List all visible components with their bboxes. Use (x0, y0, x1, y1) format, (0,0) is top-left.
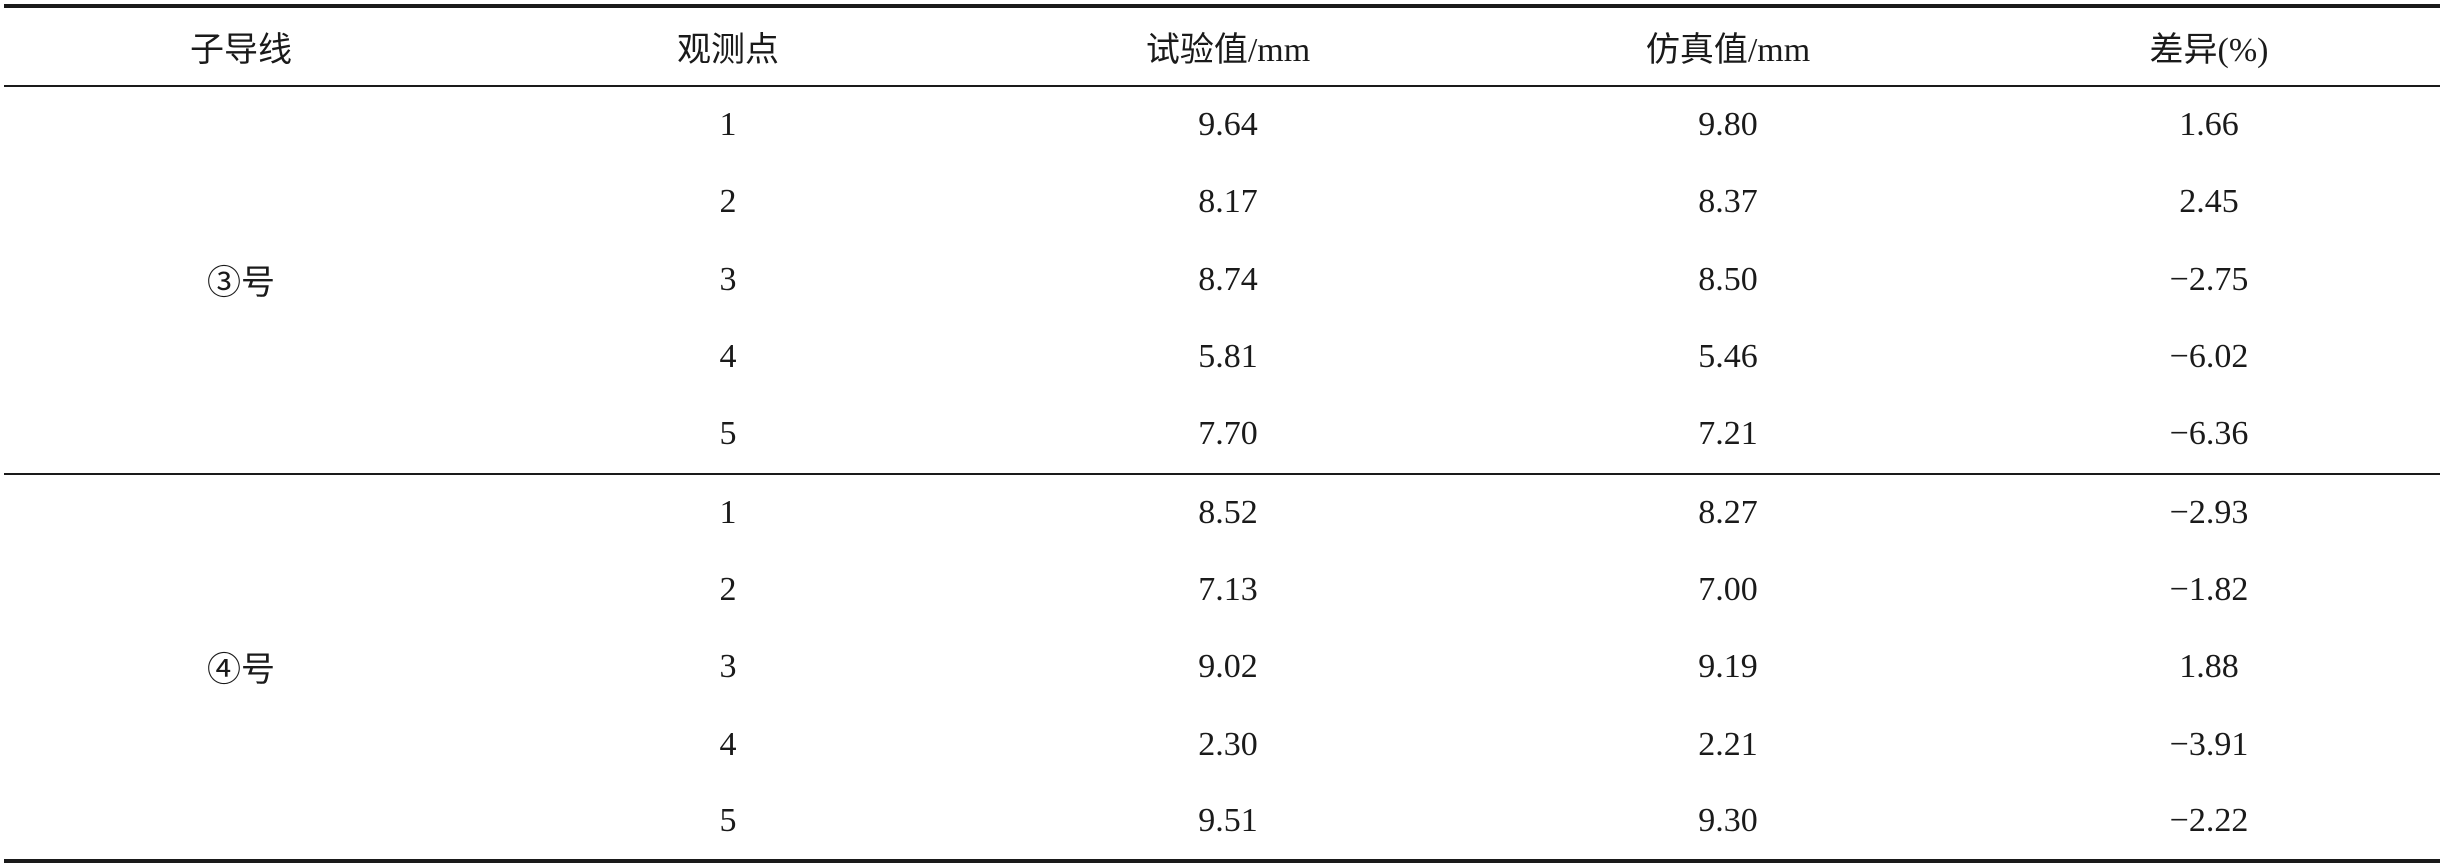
cell-test-value: 7.13 (1198, 570, 1258, 608)
cell-point: 1 (719, 106, 737, 144)
cell-difference: −2.75 (2169, 260, 2249, 298)
cell-test-value: 2.30 (1198, 725, 1258, 763)
cell-sim-value: 5.46 (1698, 338, 1758, 376)
table-row: 4 2.30 2.21 −3.91 (4, 706, 2440, 784)
cell-difference: −2.93 (2169, 493, 2249, 531)
header-test-value: 试验值/mm (978, 4, 1478, 87)
header-row: 子导线 观测点 试验值/mm 仿真值/mm 差异(%) (4, 4, 2440, 87)
cell-point: 4 (719, 338, 737, 376)
cell-sim-value: 8.37 (1698, 183, 1758, 221)
cell-difference: −6.02 (2169, 338, 2249, 376)
cell-point: 5 (478, 396, 978, 475)
cell-sim-value: 9.19 (1698, 648, 1758, 686)
cell-sim-value: 8.50 (1698, 260, 1758, 298)
cell-point: 4 (719, 725, 737, 763)
table-row: 3 9.02 9.19 1.88 (4, 629, 2440, 707)
table-row: 5 9.51 9.30 −2.22 (4, 783, 2440, 863)
cell-difference: −2.22 (1978, 783, 2440, 863)
cell-test-value: 7.70 (978, 396, 1478, 475)
table-row: ④号 1 8.52 8.27 −2.93 (4, 473, 2440, 863)
cell-difference: 2.45 (2179, 183, 2239, 221)
cell-test-value: 8.52 (1198, 493, 1258, 531)
cell-point: 1 (719, 493, 737, 531)
group-label: ④号 (4, 473, 478, 863)
cell-test-value: 8.74 (1198, 260, 1258, 298)
cell-test-value: 9.64 (1198, 106, 1258, 144)
cell-point: 3 (719, 260, 737, 298)
cell-difference: 1.66 (2179, 106, 2239, 144)
header-simulation-value: 仿真值/mm (1478, 4, 1978, 87)
table-row: 4 5.81 5.46 −6.02 (4, 319, 2440, 397)
cell-difference: 1.88 (2179, 648, 2239, 686)
cell-sim-value: 9.30 (1478, 783, 1978, 863)
table-row: 2 8.17 8.37 2.45 (4, 164, 2440, 242)
cell-test-value: 9.02 (1198, 648, 1258, 686)
header-subconductor: 子导线 (4, 4, 478, 87)
cell-point: 5 (478, 783, 978, 863)
cell-sim-value: 9.80 (1698, 106, 1758, 144)
table-header: 子导线 观测点 试验值/mm 仿真值/mm 差异(%) (4, 4, 2440, 87)
cell-test-value: 8.17 (1198, 183, 1258, 221)
cell-point: 2 (719, 570, 737, 608)
cell-difference: −3.91 (2169, 725, 2249, 763)
table-body: ③号 1 9.64 9.80 1.66 2 8.17 8.37 2.45 3 8… (4, 86, 2440, 863)
cell-sim-value: 7.00 (1698, 570, 1758, 608)
group-label: ③号 (4, 86, 478, 475)
cell-point: 3 (719, 648, 737, 686)
header-observation-point: 观测点 (478, 4, 978, 87)
table-row: 5 7.70 7.21 −6.36 (4, 396, 2440, 475)
cell-test-value: 5.81 (1198, 338, 1258, 376)
table-row: 3 8.74 8.50 −2.75 (4, 241, 2440, 319)
table-row: ③号 1 9.64 9.80 1.66 (4, 86, 2440, 475)
header-difference: 差异(%) (1978, 4, 2440, 87)
data-table: 子导线 观测点 试验值/mm 仿真值/mm 差异(%) ③号 1 9.64 9.… (4, 4, 2440, 863)
cell-test-value: 9.51 (978, 783, 1478, 863)
cell-sim-value: 8.27 (1698, 493, 1758, 531)
cell-point: 2 (719, 183, 737, 221)
cell-difference: −6.36 (1978, 396, 2440, 475)
cell-sim-value: 2.21 (1698, 725, 1758, 763)
table-row: 2 7.13 7.00 −1.82 (4, 551, 2440, 629)
cell-difference: −1.82 (2169, 570, 2249, 608)
cell-sim-value: 7.21 (1478, 396, 1978, 475)
